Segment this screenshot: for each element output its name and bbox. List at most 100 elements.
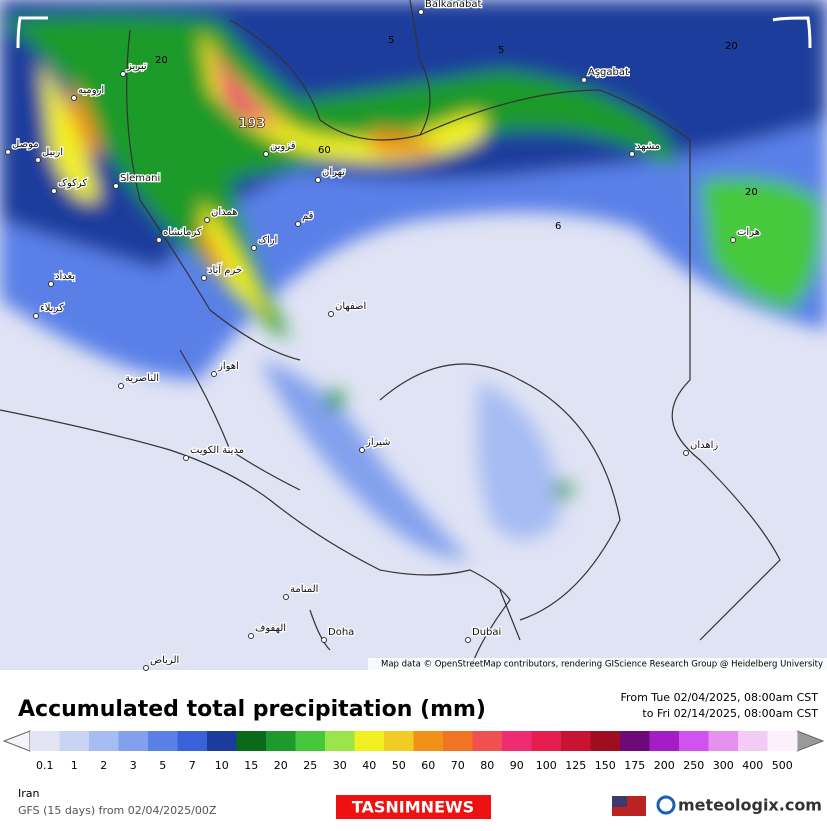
place-dot xyxy=(33,313,39,319)
colorbar-cell xyxy=(177,731,208,751)
colorbar-tick: 50 xyxy=(392,759,406,772)
colorbar-tick: 3 xyxy=(130,759,137,772)
place-label: المنامة xyxy=(290,584,318,595)
place-label: الرياض xyxy=(150,655,179,666)
logo: meteologix.com xyxy=(678,796,822,815)
colorbar-cell xyxy=(384,731,414,751)
place-label: هرات xyxy=(737,227,760,238)
place-label: اربیل xyxy=(42,147,63,158)
colorbar-cell xyxy=(531,731,562,751)
colorbar-tick: 90 xyxy=(510,759,524,772)
colorbar-tick: 30 xyxy=(333,759,347,772)
contour-label: 20 xyxy=(745,187,758,198)
place-dot xyxy=(248,633,254,639)
colorbar-tick: 175 xyxy=(624,759,645,772)
place-dot xyxy=(683,450,689,456)
place-label: زاهدان xyxy=(690,440,718,451)
colorbar-tick: 1 xyxy=(71,759,78,772)
place-label: موصل xyxy=(12,139,39,150)
map xyxy=(0,0,827,670)
colorbar-tick: 5 xyxy=(159,759,166,772)
contour-label: 60 xyxy=(318,145,331,156)
place-dot xyxy=(418,9,424,15)
place-label: مشهد xyxy=(636,141,660,152)
place-label: الناصرية xyxy=(125,373,159,384)
place-dot xyxy=(211,371,217,377)
place-dot xyxy=(295,221,301,227)
colorbar-tick: 60 xyxy=(421,759,435,772)
place-dot xyxy=(204,217,210,223)
attribution: Map data © OpenStreetMap contributors, r… xyxy=(381,660,823,670)
colorbar-tick: 200 xyxy=(654,759,675,772)
colorbar-cell xyxy=(118,731,149,751)
contour-label: 6 xyxy=(555,221,561,232)
place-dot xyxy=(5,149,11,155)
place-label: Balkanabat xyxy=(425,0,481,10)
place-label: Doha xyxy=(328,627,354,638)
contour-label: 20 xyxy=(725,41,738,52)
colorbar-tick: 0.1 xyxy=(36,759,54,772)
colorbar-high-arrow xyxy=(796,730,825,752)
colorbar-cell xyxy=(679,731,709,751)
colorbar-cell xyxy=(649,731,680,751)
place-dot xyxy=(283,594,289,600)
place-dot xyxy=(143,665,149,671)
place-label: شیراز xyxy=(365,437,391,448)
contour-label: 5 xyxy=(498,45,504,56)
region: Iran xyxy=(18,787,40,800)
place-dot xyxy=(321,637,327,643)
brand-box xyxy=(336,795,491,819)
contour-label: 20 xyxy=(155,55,168,66)
legend-title: Accumulated total precipitation (mm) xyxy=(18,697,486,722)
place-dot xyxy=(120,71,126,77)
place-label: اهواز xyxy=(217,361,239,372)
colorbar-cell xyxy=(266,731,296,751)
place-dot xyxy=(251,245,257,251)
colorbar-cell xyxy=(236,731,267,751)
colorbar-tick: 70 xyxy=(451,759,465,772)
place-dot xyxy=(48,281,54,287)
place-label: کرمانشاه xyxy=(163,227,202,238)
colorbar-cell xyxy=(561,731,591,751)
colorbar-cell xyxy=(295,731,326,751)
place-label: قم xyxy=(302,211,314,222)
colorbar-cell xyxy=(443,731,473,751)
place-dot xyxy=(359,447,365,453)
place-dot xyxy=(118,383,124,389)
colorbar-cell xyxy=(59,731,90,751)
model: GFS (15 days) from 02/04/2025/00Z xyxy=(18,804,217,817)
place-label: تبریز xyxy=(126,61,147,72)
colorbar-tick: 400 xyxy=(742,759,763,772)
colorbar-tick: 25 xyxy=(303,759,317,772)
colorbar-tick: 300 xyxy=(713,759,734,772)
colorbar-cell xyxy=(89,731,119,751)
colorbar-tick: 150 xyxy=(595,759,616,772)
colorbar-tick: 7 xyxy=(189,759,196,772)
place-label: تهران xyxy=(322,167,345,178)
place-dot xyxy=(328,311,334,317)
period-from: From Tue 02/04/2025, 08:00am CST xyxy=(621,691,819,704)
place-label: کرکوک xyxy=(58,178,87,189)
place-dot xyxy=(183,455,189,461)
colorbar-cell xyxy=(413,731,444,751)
place-dot xyxy=(465,637,471,643)
place-dot xyxy=(263,151,269,157)
place-label: Dubai xyxy=(472,627,501,638)
colorbar-cell xyxy=(472,731,503,751)
place-dot xyxy=(51,188,57,194)
place-label: بغداد xyxy=(55,271,75,282)
colorbar-tick: 2 xyxy=(100,759,107,772)
place-label: الهفوف xyxy=(255,623,286,634)
place-label: ارومیه xyxy=(78,85,104,96)
place-dot xyxy=(629,151,635,157)
place-label: مدينة الكويت xyxy=(190,445,244,456)
colorbar-low-arrow xyxy=(2,730,31,752)
logo-icon xyxy=(656,795,676,815)
place-label: کربلاء xyxy=(40,303,64,314)
place-dot xyxy=(315,177,321,183)
place-dot xyxy=(156,237,162,243)
place-dot xyxy=(71,95,77,101)
brand: TASNIMNEWS xyxy=(352,798,474,817)
